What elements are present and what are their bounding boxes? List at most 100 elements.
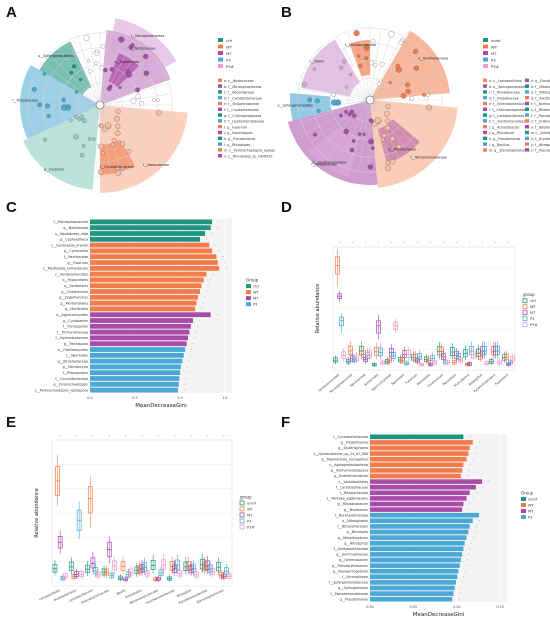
bar xyxy=(90,387,179,393)
category-label: f__Acetobacteraceae xyxy=(334,547,368,551)
bar-marker: * xyxy=(204,295,206,299)
clade-label: f__Microsphaeraceae xyxy=(131,34,164,38)
box xyxy=(378,347,383,357)
x-category-label: Agaricales xyxy=(390,372,405,386)
clado-root xyxy=(95,100,105,110)
clado-node xyxy=(353,30,360,37)
clado-branch xyxy=(41,62,101,106)
category-label: g__Mortierellales xyxy=(60,301,88,305)
box xyxy=(161,559,166,570)
bar xyxy=(370,496,467,501)
clado-branch xyxy=(99,82,169,106)
significance-mark: * xyxy=(482,241,484,245)
category-label: g__Cephalotheca xyxy=(60,238,88,242)
bar-marker: * xyxy=(185,382,187,386)
clado-node xyxy=(45,103,50,109)
category-label: g__Quadrisphaera xyxy=(338,446,368,450)
bar xyxy=(90,225,211,231)
bar-marker: * xyxy=(225,266,227,270)
category-label: s__Neofabraea_alba xyxy=(55,232,88,236)
clado-node xyxy=(100,43,106,49)
bar xyxy=(370,568,459,574)
clado-branch xyxy=(41,104,101,148)
legend-swatch xyxy=(239,518,245,524)
category-label: s__Pyrenochaetopsis_leptospora xyxy=(35,388,88,392)
bar-marker: * xyxy=(206,290,208,294)
category-label: g__Mesorhizobium xyxy=(338,536,368,540)
clado-node xyxy=(77,117,82,122)
legend-swatch xyxy=(522,304,528,310)
clado-node xyxy=(400,38,405,43)
clado-node xyxy=(385,118,391,124)
clado-node xyxy=(413,65,420,71)
category-label: s__Pantoea_agglomerans xyxy=(326,497,368,501)
significance-mark: * xyxy=(141,434,143,438)
significance-mark: * xyxy=(365,241,367,245)
category-label: g__Cyclocaelia xyxy=(64,249,88,253)
clade-label: f__Cyclobacteriaceae xyxy=(100,165,134,169)
category-label: o__Agaricomycetes xyxy=(56,313,88,317)
bar xyxy=(90,341,187,347)
bar-marker: * xyxy=(222,255,224,259)
legend-swatch xyxy=(246,284,251,289)
clado-node xyxy=(357,132,362,136)
legend-text: P3 xyxy=(226,58,231,63)
bar-marker: * xyxy=(469,502,471,506)
bar-marker: * xyxy=(188,359,190,363)
clado-node xyxy=(143,70,150,76)
legend-text: t: f__Pseudomonadaceae xyxy=(531,114,550,118)
significance-mark: * xyxy=(495,241,497,245)
legend-text: MT xyxy=(247,513,253,517)
clado-branch xyxy=(327,99,371,159)
clado-node xyxy=(130,98,137,104)
clado-branch xyxy=(67,40,101,106)
category-label: g__Rubellimicrobium xyxy=(334,474,368,478)
category-label: g__Neofabraea xyxy=(63,226,88,230)
significance-mark: * xyxy=(59,434,61,438)
x-tick-label: 1.0 xyxy=(177,396,182,400)
significance-mark: * xyxy=(456,241,458,245)
legend-text: r: f__Burkholderiaceae xyxy=(531,102,550,106)
legend-text: MT xyxy=(491,51,497,56)
clado-node xyxy=(97,169,104,175)
legend-text: y: f__Nitrospira xyxy=(531,143,550,147)
bar-marker: * xyxy=(466,564,468,568)
legend-text: MT xyxy=(530,311,536,315)
significance-mark: * xyxy=(339,241,341,245)
legend-text: uninf xyxy=(491,38,501,43)
clado-node xyxy=(313,132,317,137)
category-label: s__Mortierella_camargensis xyxy=(43,267,88,271)
clado-node xyxy=(339,113,343,118)
clado-node xyxy=(426,93,430,97)
clado-branch xyxy=(99,104,112,177)
clado-node xyxy=(83,35,90,42)
clado-node xyxy=(339,65,344,70)
clado-branch xyxy=(301,99,371,123)
bar-marker: * xyxy=(474,452,476,456)
clado-node xyxy=(143,53,149,60)
clado-branch xyxy=(35,104,101,138)
legend-text: z: f__Pseudomonas xyxy=(531,149,550,153)
bar xyxy=(370,501,464,507)
legend-text: i: g__Fusarium xyxy=(224,125,247,129)
bar xyxy=(90,289,201,294)
bar xyxy=(90,335,188,341)
panel-label-d: D xyxy=(281,199,292,216)
plot-background xyxy=(90,219,232,393)
clado-branch xyxy=(369,77,439,101)
significance-mark: * xyxy=(391,241,393,245)
clado-node xyxy=(74,115,78,119)
bar xyxy=(90,294,198,300)
legend-text: MT xyxy=(528,509,534,513)
bar xyxy=(370,557,461,563)
legend-swatch xyxy=(483,107,487,111)
clado-node xyxy=(379,61,385,67)
category-label: f__Trichosporon xyxy=(63,325,88,329)
x-axis-label: MeanDecreaseGini xyxy=(413,612,465,618)
category-label: f__Nitrospiraceae2 xyxy=(337,525,368,529)
legend-swatch xyxy=(239,500,245,506)
legend-swatch xyxy=(218,119,222,123)
clade-label: f__Lactobacillaceae xyxy=(345,43,376,47)
clado-node xyxy=(118,36,125,43)
bar-marker: * xyxy=(479,519,481,523)
